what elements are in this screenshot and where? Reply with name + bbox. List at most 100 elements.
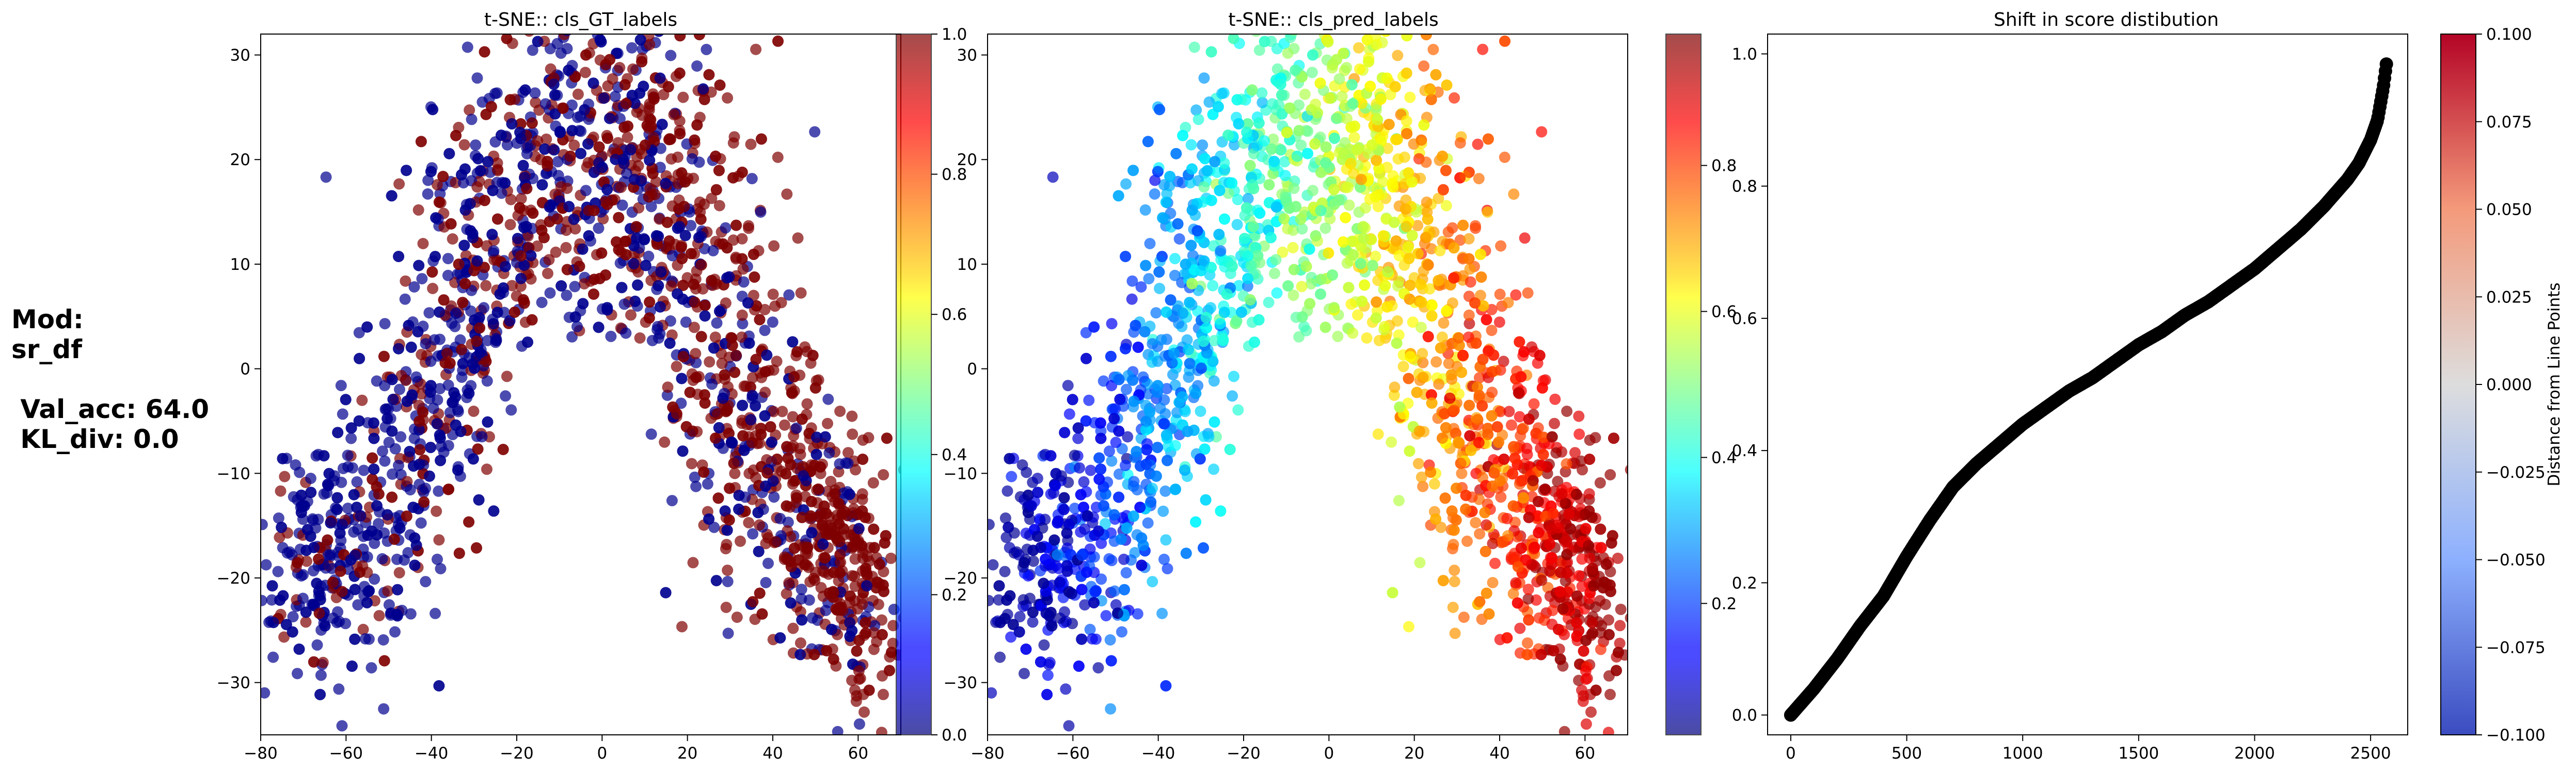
scatter-point (834, 406, 846, 417)
scatter-point (539, 143, 551, 155)
scatter-point (1287, 242, 1299, 253)
scatter-point (381, 509, 393, 521)
panel-1-axes-frame (260, 34, 901, 735)
scatter-point (389, 626, 401, 638)
scatter-point (988, 687, 997, 699)
scatter-point (808, 459, 820, 471)
scatter-point (1309, 138, 1321, 150)
scatter-point (1284, 0, 1296, 5)
scatter-point (1284, 0, 1296, 5)
scatter-point (1258, 240, 1270, 252)
scatter-point (1379, 320, 1391, 332)
scatter-point (1501, 632, 1513, 644)
scatter-point (638, 81, 649, 92)
scatter-point (974, 602, 985, 613)
scatter-point (819, 523, 831, 535)
scatter-point (377, 445, 388, 457)
scatter-point (629, 295, 641, 307)
scatter-point (275, 485, 287, 497)
scatter-point (455, 426, 467, 438)
scatter-point (1116, 626, 1127, 638)
scatter-point (1389, 81, 1401, 93)
scatter-point (730, 219, 742, 231)
scatter-point (468, 265, 480, 277)
scatter-point (846, 570, 858, 582)
scatter-point (885, 552, 897, 564)
scatter-point (707, 245, 719, 256)
scatter-point (386, 374, 398, 385)
scatter-point (1046, 620, 1058, 632)
scatter-point (267, 651, 279, 663)
scatter-point (325, 549, 337, 561)
scatter-point (1047, 171, 1059, 183)
scatter-point (1095, 573, 1107, 585)
y-tick-label: −10 (217, 464, 250, 483)
scatter-point (327, 576, 339, 588)
scatter-point (1242, 118, 1253, 130)
scatter-point (1067, 394, 1078, 406)
scatter-point (1040, 553, 1052, 565)
scatter-point (1375, 0, 1386, 3)
scatter-point (794, 649, 806, 661)
scatter-point (1521, 448, 1533, 460)
scatter-point (708, 342, 720, 354)
scatter-point (1371, 154, 1382, 166)
scatter-point (1232, 194, 1244, 205)
scatter-point (737, 263, 749, 275)
scatter-point (431, 505, 442, 517)
scatter-point (463, 516, 475, 528)
scatter-point (1353, 42, 1364, 54)
scatter-point (792, 232, 804, 244)
scatter-point (277, 542, 289, 554)
scatter-point (422, 174, 434, 186)
scatter-point (480, 356, 492, 367)
scatter-point (749, 271, 760, 283)
scatter-point (1425, 93, 1437, 105)
scatter-point (1085, 464, 1096, 476)
scatter-point (420, 338, 432, 350)
scatter-point (1298, 0, 1310, 1)
scatter-point (580, 49, 592, 61)
scatter-point (1487, 577, 1499, 588)
scatter-point (1333, 73, 1345, 85)
scatter-point (1041, 688, 1053, 700)
scatter-point (334, 527, 346, 539)
scatter-point (706, 192, 718, 204)
scatter-point (1424, 283, 1436, 295)
scatter-point (1198, 181, 1210, 193)
scatter-point (1348, 132, 1360, 143)
scatter-point (1397, 361, 1409, 373)
scatter-point (520, 221, 532, 233)
scatter-point (588, 166, 600, 178)
scatter-point (844, 617, 856, 629)
scatter-point (298, 500, 310, 512)
scatter-point (1549, 393, 1561, 405)
scatter-point (1343, 199, 1355, 211)
scatter-point (410, 371, 422, 383)
scatter-point (689, 134, 701, 146)
scatter-point (401, 165, 412, 176)
scatter-point (628, 173, 640, 185)
scatter-point (409, 559, 421, 571)
scatter-point (687, 557, 699, 569)
scatter-point (1039, 513, 1051, 525)
scatter-point (1063, 720, 1075, 732)
scatter-point (643, 250, 655, 262)
scatter-point (648, 93, 660, 105)
scatter-point (759, 325, 771, 336)
scatter-point (1168, 347, 1180, 359)
scatter-point (1208, 375, 1220, 387)
scatter-point (685, 220, 697, 232)
scatter-point (853, 665, 865, 677)
scatter-point (1571, 590, 1583, 602)
scatter-point (415, 136, 427, 148)
scatter-point (645, 201, 657, 213)
scatter-point (1329, 132, 1340, 144)
scatter-point (674, 115, 686, 127)
scatter-point (868, 542, 880, 554)
scatter-point (679, 176, 691, 188)
scatter-point (850, 464, 862, 476)
scatter-point (1154, 403, 1166, 414)
scatter-point (1180, 548, 1192, 559)
scatter-point (1454, 137, 1466, 149)
